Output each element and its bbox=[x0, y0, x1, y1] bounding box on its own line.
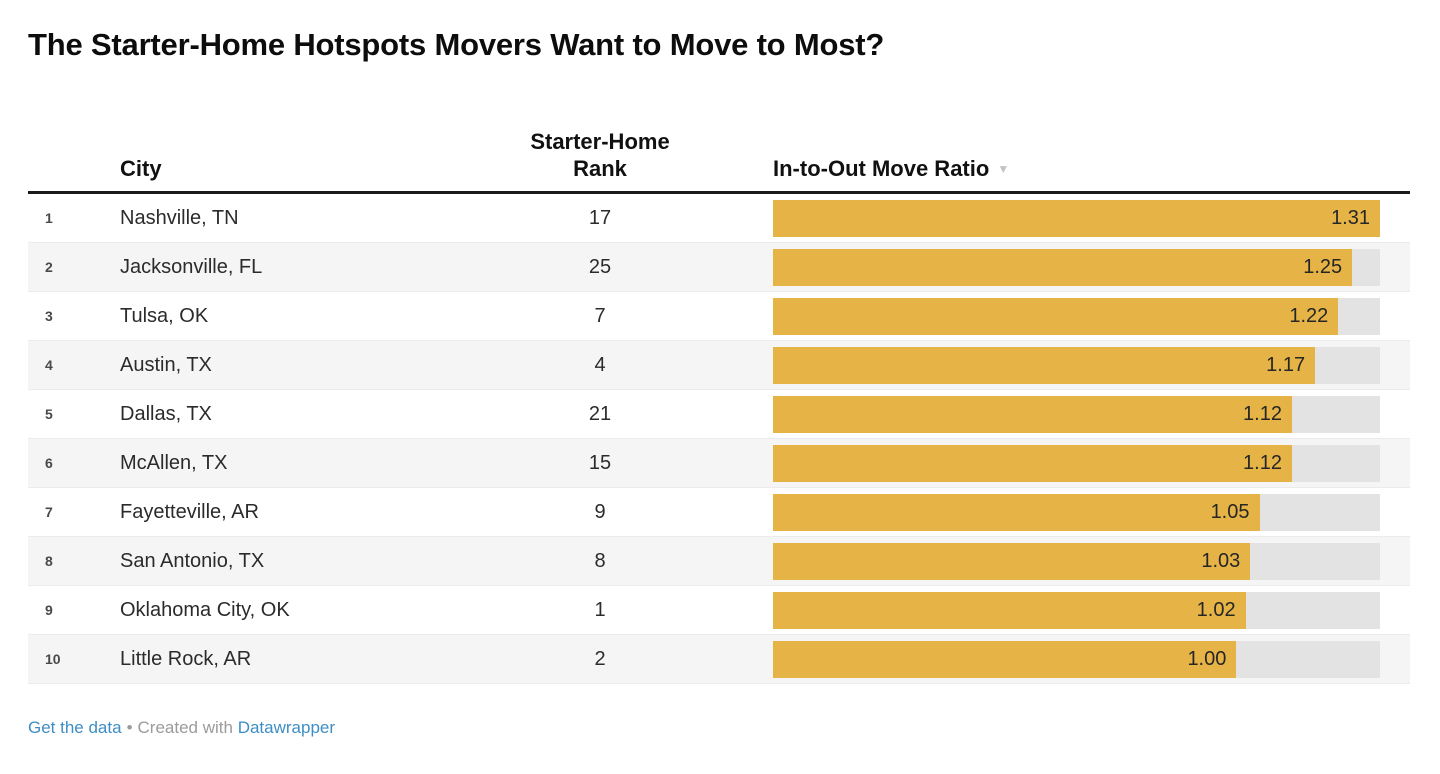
ratio-bar: 1.00 bbox=[773, 640, 1237, 678]
starter-home-rank-cell: 7 bbox=[594, 304, 606, 327]
city-cell: San Antonio, TX bbox=[120, 549, 265, 572]
city-cell: Nashville, TN bbox=[120, 206, 239, 229]
table-row: 2 Jacksonville, FL 25 1.25 bbox=[28, 243, 1410, 292]
table-row: 8 San Antonio, TX 8 1.03 bbox=[28, 537, 1410, 586]
ratio-bar-cell: 1.05 bbox=[688, 493, 1410, 531]
ratio-bar-cell: 1.25 bbox=[688, 248, 1410, 286]
bar-track: 1.03 bbox=[773, 542, 1380, 580]
row-number: 4 bbox=[45, 357, 53, 373]
ratio-value-label: 1.12 bbox=[1243, 402, 1282, 425]
ratio-bar-cell: 1.17 bbox=[688, 346, 1410, 384]
row-number: 7 bbox=[45, 504, 53, 520]
bar-track: 1.12 bbox=[773, 395, 1380, 433]
table-row: 6 McAllen, TX 15 1.12 bbox=[28, 439, 1410, 488]
table-row: 1 Nashville, TN 17 1.31 bbox=[28, 194, 1410, 243]
bar-track: 1.12 bbox=[773, 444, 1380, 482]
bar-track: 1.02 bbox=[773, 591, 1380, 629]
row-number: 6 bbox=[45, 455, 53, 471]
starter-home-rank-cell: 1 bbox=[594, 598, 606, 621]
bar-track: 1.22 bbox=[773, 297, 1380, 335]
table-row: 7 Fayetteville, AR 9 1.05 bbox=[28, 488, 1410, 537]
ratio-value-label: 1.02 bbox=[1196, 598, 1236, 621]
city-cell: Austin, TX bbox=[120, 353, 212, 376]
ratio-bar: 1.31 bbox=[773, 199, 1380, 237]
table-row: 5 Dallas, TX 21 1.12 bbox=[28, 390, 1410, 439]
table-row: 3 Tulsa, OK 7 1.22 bbox=[28, 292, 1410, 341]
ratio-bar: 1.05 bbox=[773, 493, 1260, 531]
ranking-table: City Starter-Home Rank In-to-Out Move Ra… bbox=[28, 116, 1410, 684]
ratio-value-label: 1.00 bbox=[1187, 647, 1227, 670]
city-cell: Oklahoma City, OK bbox=[120, 598, 290, 621]
ratio-column-header-label: In-to-Out Move Ratio bbox=[773, 156, 990, 181]
ratio-column-header[interactable]: In-to-Out Move Ratio ▼ bbox=[688, 155, 1410, 182]
ratio-value-label: 1.22 bbox=[1289, 304, 1329, 327]
row-number: 10 bbox=[45, 651, 61, 667]
ratio-bar-cell: 1.12 bbox=[688, 395, 1410, 433]
table-row: 9 Oklahoma City, OK 1 1.02 bbox=[28, 586, 1410, 635]
ratio-bar-cell: 1.12 bbox=[688, 444, 1410, 482]
bar-track: 1.17 bbox=[773, 346, 1380, 384]
chart-title: The Starter-Home Hotspots Movers Want to… bbox=[28, 27, 885, 62]
sort-descending-icon[interactable]: ▼ bbox=[997, 162, 1010, 176]
datawrapper-link[interactable]: Datawrapper bbox=[237, 718, 336, 737]
ratio-bar: 1.12 bbox=[773, 395, 1292, 433]
starter-home-rank-cell: 8 bbox=[594, 549, 606, 572]
row-number: 3 bbox=[45, 308, 53, 324]
city-cell: Little Rock, AR bbox=[120, 647, 252, 670]
starter-home-rank-cell: 9 bbox=[594, 500, 606, 523]
ratio-value-label: 1.31 bbox=[1331, 206, 1370, 229]
starter-home-rank-cell: 17 bbox=[588, 206, 612, 229]
row-number: 1 bbox=[45, 210, 53, 226]
row-number: 8 bbox=[45, 553, 53, 569]
ratio-value-label: 1.25 bbox=[1303, 255, 1343, 278]
ratio-bar-cell: 1.00 bbox=[688, 640, 1410, 678]
ratio-value-label: 1.12 bbox=[1243, 451, 1282, 474]
row-number: 2 bbox=[45, 259, 53, 275]
bar-track: 1.25 bbox=[773, 248, 1380, 286]
ratio-value-label: 1.17 bbox=[1266, 353, 1306, 376]
bar-track: 1.00 bbox=[773, 640, 1380, 678]
city-cell: Tulsa, OK bbox=[120, 304, 209, 327]
starter-home-rank-cell: 21 bbox=[588, 402, 612, 425]
ratio-bar-cell: 1.22 bbox=[688, 297, 1410, 335]
city-cell: McAllen, TX bbox=[120, 451, 228, 474]
row-number: 9 bbox=[45, 602, 53, 618]
city-cell: Fayetteville, AR bbox=[120, 500, 259, 523]
ratio-bar-cell: 1.02 bbox=[688, 591, 1410, 629]
table-row: 10 Little Rock, AR 2 1.00 bbox=[28, 635, 1410, 684]
get-the-data-link[interactable]: Get the data bbox=[28, 718, 122, 737]
bar-track: 1.31 bbox=[773, 199, 1380, 237]
starter-home-rank-cell: 15 bbox=[588, 451, 612, 474]
ratio-bar: 1.02 bbox=[773, 591, 1246, 629]
row-number: 5 bbox=[45, 406, 53, 422]
starter-home-rank-cell: 4 bbox=[594, 353, 606, 376]
ratio-bar-cell: 1.03 bbox=[688, 542, 1410, 580]
bar-track: 1.05 bbox=[773, 493, 1380, 531]
ratio-bar: 1.17 bbox=[773, 346, 1316, 384]
ratio-bar: 1.25 bbox=[773, 248, 1353, 286]
chart-page: The Starter-Home Hotspots Movers Want to… bbox=[28, 27, 1410, 738]
ratio-value-label: 1.03 bbox=[1201, 549, 1241, 572]
city-cell: Dallas, TX bbox=[120, 402, 212, 425]
starter-home-rank-column-header[interactable]: Starter-Home Rank bbox=[530, 129, 670, 181]
ratio-bar-cell: 1.31 bbox=[688, 199, 1410, 237]
city-cell: Jacksonville, FL bbox=[120, 255, 263, 278]
footer-separator: • bbox=[126, 718, 133, 737]
ratio-value-label: 1.05 bbox=[1210, 500, 1250, 523]
attribution-footer: Get the data • Created with Datawrapper bbox=[28, 718, 1410, 738]
starter-home-rank-cell: 25 bbox=[588, 255, 612, 278]
city-column-header[interactable]: City bbox=[120, 156, 162, 181]
table-body: 1 Nashville, TN 17 1.31 2 Jacksonville, … bbox=[28, 194, 1410, 684]
starter-home-rank-cell: 2 bbox=[594, 647, 606, 670]
ratio-bar: 1.22 bbox=[773, 297, 1339, 335]
table-row: 4 Austin, TX 4 1.17 bbox=[28, 341, 1410, 390]
created-with-text: Created with bbox=[137, 718, 233, 737]
ratio-bar: 1.12 bbox=[773, 444, 1292, 482]
table-header-row: City Starter-Home Rank In-to-Out Move Ra… bbox=[28, 116, 1410, 194]
ratio-bar: 1.03 bbox=[773, 542, 1251, 580]
